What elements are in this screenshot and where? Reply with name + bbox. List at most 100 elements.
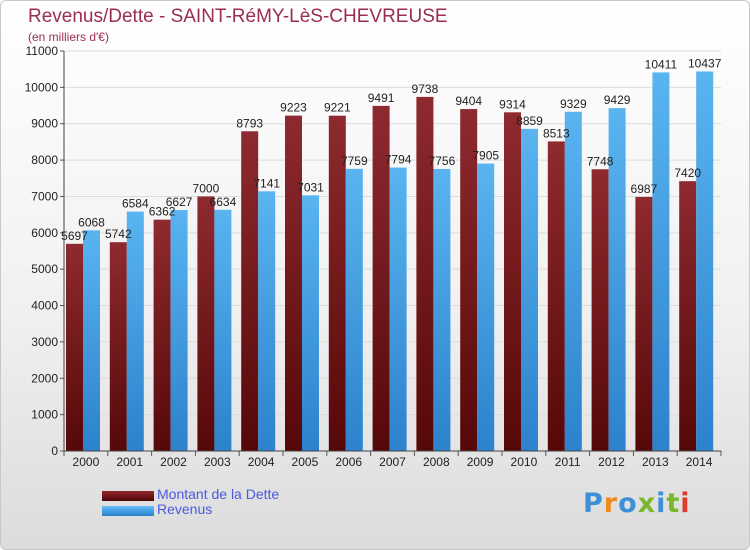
y-tick-label: 6000 [31, 226, 58, 240]
bar-revenus [345, 168, 363, 451]
logo-letter: i [656, 488, 667, 519]
bar-label-revenus: 7794 [385, 153, 412, 167]
y-tick-label: 3000 [31, 335, 58, 349]
x-tick-label: 2013 [642, 455, 669, 469]
logo-letter: i [680, 488, 691, 519]
bar-label-dette: 7748 [587, 154, 614, 168]
bar-label-dette: 7420 [674, 166, 701, 180]
y-tick-label: 11000 [26, 44, 59, 58]
x-tick-label: 2000 [73, 455, 100, 469]
bar-revenus [696, 71, 714, 452]
y-tick-label: 0 [51, 444, 58, 458]
bar-label-revenus: 7141 [253, 176, 280, 190]
bar-dette [635, 196, 653, 451]
axes [63, 51, 721, 452]
chart-subtitle: (en milliers d'€) [28, 30, 109, 44]
bar-label-dette: 8793 [236, 116, 263, 130]
y-tick-label: 5000 [31, 262, 58, 276]
x-tick-label: 2002 [160, 455, 187, 469]
logo-letter: x [637, 488, 657, 519]
bar-dette [109, 242, 127, 451]
bar-label-dette: 8513 [543, 126, 570, 140]
bar-label-revenus: 8859 [516, 114, 543, 128]
x-tick-label: 2008 [423, 455, 450, 469]
y-tick-label: 4000 [31, 299, 58, 313]
bar-label-revenus: 7031 [297, 180, 324, 194]
x-tick-label: 2009 [467, 455, 494, 469]
x-tick-label: 2011 [555, 455, 581, 469]
bar-dette [241, 131, 259, 451]
legend-label-dette: Montant de la Dette [157, 486, 280, 502]
logo-letter: P [583, 488, 604, 519]
bar-dette [460, 109, 478, 451]
y-axis-ticks: 0 1000 2000 3000 4000 5000 6000 7000 8000 9000 100… [25, 44, 64, 458]
bar-dette [153, 219, 171, 451]
y-tick-label: 10000 [25, 80, 59, 94]
x-tick-label: 2007 [379, 455, 406, 469]
bar-revenus [170, 210, 188, 451]
bar-revenus [608, 108, 626, 452]
bar-label-revenus: 9429 [604, 93, 631, 107]
bar-label-revenus: 6584 [122, 197, 149, 211]
bar-label-dette: 6987 [631, 182, 658, 196]
bar-label-revenus: 6068 [78, 215, 105, 229]
bar-label-dette: 5697 [61, 229, 88, 243]
bar-dette [328, 115, 346, 451]
bar-label-dette: 9223 [280, 101, 307, 115]
x-tick-label: 2014 [686, 455, 713, 469]
bar-revenus [83, 230, 100, 451]
bars [66, 71, 714, 452]
bar-label-revenus: 6634 [210, 195, 237, 209]
logo-letter: o [618, 488, 638, 519]
bar-revenus [521, 128, 538, 451]
bar-revenus [302, 195, 319, 451]
bar-dette [591, 169, 609, 451]
x-tick-label: 2006 [335, 455, 362, 469]
bar-revenus [564, 111, 582, 451]
bar-dette [372, 105, 390, 451]
bar-label-revenus: 7759 [341, 154, 368, 168]
bar-revenus [389, 167, 407, 451]
bar-dette [504, 112, 521, 452]
bar-dette [285, 115, 302, 452]
x-tick-label: 2005 [292, 455, 319, 469]
logo-letter: r [603, 488, 619, 519]
bar-label-revenus: 7756 [429, 154, 456, 168]
bar-label-dette: 7000 [193, 181, 220, 195]
bar-label-revenus: 6627 [166, 195, 193, 209]
bar-label-revenus: 7905 [472, 149, 499, 163]
legend-swatch-revenus [102, 506, 154, 516]
bar-dette [66, 243, 83, 451]
x-tick-label: 2004 [248, 455, 275, 469]
bar-label-dette: 9314 [499, 97, 526, 111]
bar-label-revenus: 9329 [560, 97, 587, 111]
x-axis-ticks: 2000 2001 2002 2003 2004 2005 2006 2007 2008 2009… [63, 451, 722, 469]
y-tick-label: 9000 [31, 117, 58, 131]
chart-title: Revenus/Dette - SAINT-RéMY-LèS-CHEVREUSE [28, 6, 448, 27]
legend-swatch-dette [102, 491, 154, 501]
x-tick-label: 2010 [511, 455, 538, 469]
y-tick-label: 8000 [31, 153, 58, 167]
y-tick-label: 1000 [31, 408, 58, 422]
bar-revenus [126, 211, 144, 451]
bar-revenus [477, 163, 495, 451]
bar-label-revenus: 10437 [688, 56, 722, 70]
bar-revenus [433, 168, 451, 452]
proxiti-logo: Proxiti [583, 488, 691, 519]
bar-label-dette: 6362 [149, 205, 176, 219]
bar-label-dette: 5742 [105, 227, 132, 241]
x-tick-label: 2012 [598, 455, 625, 469]
x-tick-label: 2003 [204, 455, 231, 469]
bar-label-dette: 9491 [368, 91, 395, 105]
bar-dette [679, 181, 697, 451]
bar-revenus [214, 209, 232, 451]
x-tick-label: 2001 [116, 455, 143, 469]
y-tick-label: 2000 [31, 371, 58, 385]
bar-dette [416, 96, 434, 452]
bar-label-dette: 9738 [412, 82, 439, 96]
bar-label-dette: 9404 [455, 94, 482, 108]
bar-dette [547, 141, 565, 451]
